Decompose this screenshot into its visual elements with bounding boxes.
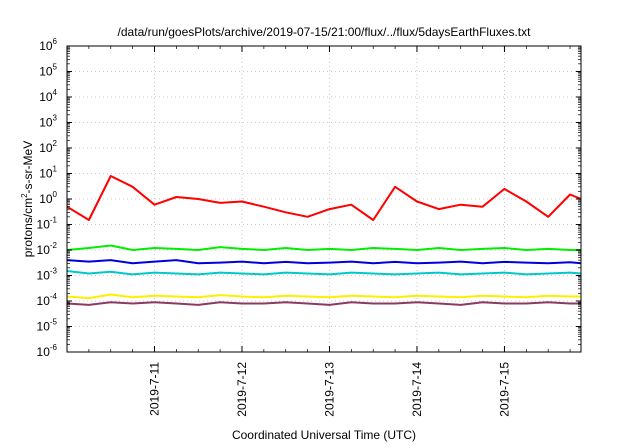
y-tick-label: 10-3 xyxy=(37,267,58,283)
y-tick-label: 103 xyxy=(39,114,57,130)
y-tick-label: 10-2 xyxy=(37,241,58,257)
series-line-5 xyxy=(66,293,581,300)
y-tick-label: 10-4 xyxy=(37,292,58,308)
x-tick-label: 2019-7-12 xyxy=(235,362,249,417)
y-tick-label: 10-5 xyxy=(37,318,58,334)
series-line-1 xyxy=(66,175,582,221)
y-tick-label: 104 xyxy=(39,88,57,104)
y-tick-label: 10-6 xyxy=(37,343,58,359)
series-line-3 xyxy=(66,259,582,265)
y-axis-label: protons/cm2-s-sr-MeV xyxy=(20,141,35,257)
y-tick-label: 102 xyxy=(39,139,57,155)
x-tick-label: 2019-7-11 xyxy=(147,362,161,416)
data-series xyxy=(66,175,582,306)
x-axis-label: Coordinated Universal Time (UTC) xyxy=(232,428,416,442)
y-tick-label: 10-1 xyxy=(37,216,58,232)
x-tick-label: 2019-7-13 xyxy=(322,362,336,417)
chart-title: /data/run/goesPlots/archive/2019-07-15/2… xyxy=(118,25,532,39)
y-tick-label: 101 xyxy=(39,165,57,181)
y-tick-label: 100 xyxy=(39,190,57,206)
x-tick-label: 2019-7-14 xyxy=(410,362,424,417)
x-tick-label: 2019-7-15 xyxy=(497,362,511,417)
series-line-2 xyxy=(66,244,581,251)
y-tick-label: 106 xyxy=(39,37,57,53)
y-axis-ticks: 10-6 10-5 10-4 10-3 10-2 10-1 100 101 102 103 104 1… xyxy=(37,37,581,359)
x-axis-ticks: 2019-7-11 2019-7-12 2019-7-13 2019-7-14 2019… xyxy=(66,46,571,417)
series-line-6 xyxy=(66,301,581,306)
series-line-4 xyxy=(66,270,582,276)
y-tick-label: 105 xyxy=(39,63,57,79)
